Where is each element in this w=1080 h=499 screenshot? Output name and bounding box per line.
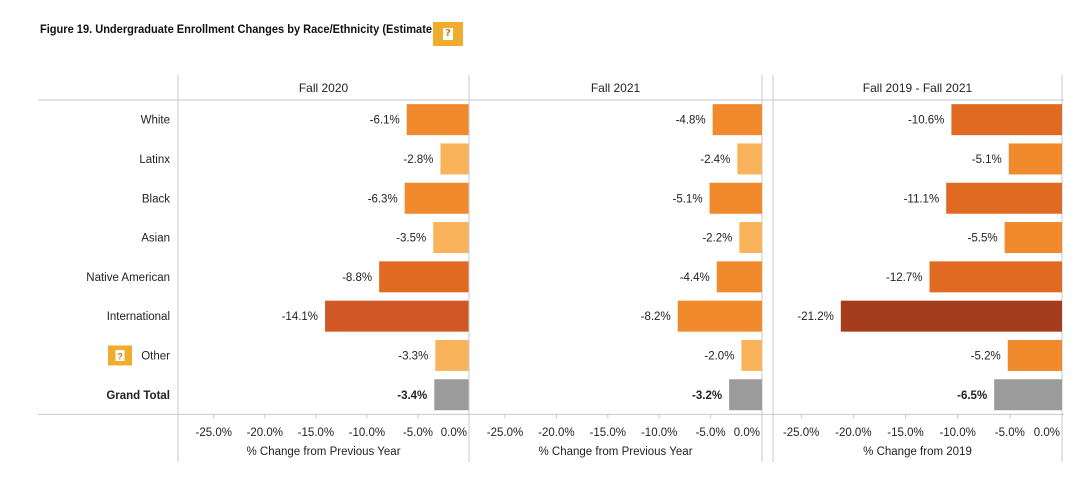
- data-label: -5.2%: [971, 350, 1001, 362]
- axis-title: % Change from 2019: [863, 446, 972, 458]
- tick-label: 0.0%: [734, 427, 760, 439]
- tick-label: -20.0%: [247, 427, 283, 439]
- data-label: -2.2%: [702, 233, 732, 245]
- data-label: -14.1%: [282, 311, 318, 323]
- bar: [406, 104, 469, 136]
- panel-header: Fall 2020: [299, 81, 349, 95]
- data-label: -5.1%: [673, 193, 703, 205]
- data-label: -8.2%: [641, 311, 671, 323]
- bar: [1007, 339, 1062, 371]
- bar: [434, 379, 469, 411]
- data-label: -6.3%: [368, 193, 398, 205]
- bar: [379, 261, 469, 293]
- category-label: International: [107, 311, 170, 323]
- tick-label: -15.0%: [887, 427, 923, 439]
- tick-label: -10.0%: [939, 427, 975, 439]
- tick-label: -10.0%: [641, 427, 677, 439]
- data-label: -3.3%: [398, 350, 428, 362]
- bar: [737, 143, 762, 175]
- tick-label: -5.0%: [403, 427, 433, 439]
- tick-label: 0.0%: [441, 427, 467, 439]
- bar: [729, 379, 762, 411]
- data-label: -3.2%: [692, 390, 722, 402]
- tick-label: 0.0%: [1034, 427, 1060, 439]
- bar: [1004, 222, 1062, 254]
- bar: [709, 182, 762, 214]
- data-label: -5.1%: [972, 154, 1002, 166]
- tick-label: -20.0%: [538, 427, 574, 439]
- bar: [951, 104, 1062, 136]
- bar: [929, 261, 1062, 293]
- bar: [325, 300, 469, 332]
- data-label: -8.8%: [342, 272, 372, 284]
- data-label: -3.5%: [396, 233, 426, 245]
- data-label: -3.4%: [397, 390, 427, 402]
- help-icon-bg: [115, 349, 125, 361]
- tick-label: -25.0%: [196, 427, 232, 439]
- tick-label: -25.0%: [487, 427, 523, 439]
- tick-label: -20.0%: [835, 427, 871, 439]
- category-label: Asian: [141, 233, 170, 245]
- category-label: Other: [141, 350, 170, 362]
- category-label: Black: [142, 193, 170, 205]
- bar: [404, 182, 469, 214]
- data-label: -2.4%: [700, 154, 730, 166]
- data-label: -21.2%: [797, 311, 833, 323]
- data-label: -10.6%: [908, 115, 944, 127]
- category-label: Native American: [86, 272, 170, 284]
- question-mark-icon: ?: [443, 28, 453, 40]
- axis-title: % Change from Previous Year: [538, 446, 692, 458]
- tick-label: -5.0%: [696, 427, 726, 439]
- data-label: -4.4%: [680, 272, 710, 284]
- data-label: -11.1%: [904, 193, 940, 205]
- panel-header: Fall 2019 - Fall 2021: [863, 81, 973, 95]
- data-label: -6.1%: [370, 115, 400, 127]
- tick-label: -10.0%: [349, 427, 385, 439]
- category-label: White: [141, 115, 170, 127]
- data-label: -5.5%: [968, 233, 998, 245]
- bar: [433, 222, 469, 254]
- data-label: -2.0%: [704, 350, 734, 362]
- bar: [741, 339, 762, 371]
- bar: [739, 222, 762, 254]
- bar: [440, 143, 469, 175]
- panel-header: Fall 2021: [591, 81, 641, 95]
- figure-title: Figure 19. Undergraduate Enrollment Chan…: [40, 22, 433, 36]
- bar: [994, 379, 1062, 411]
- bar: [435, 339, 469, 371]
- data-label: -4.8%: [676, 115, 706, 127]
- help-icon[interactable]: ?: [433, 22, 463, 46]
- bar: [716, 261, 762, 293]
- axis-title: % Change from Previous Year: [246, 446, 400, 458]
- category-label: Latinx: [139, 154, 170, 166]
- tick-label: -5.0%: [995, 427, 1025, 439]
- tick-label: -25.0%: [783, 427, 819, 439]
- bar: [840, 300, 1062, 332]
- bar: [677, 300, 762, 332]
- category-label: Grand Total: [106, 390, 170, 402]
- bar: [1008, 143, 1062, 175]
- data-label: -12.7%: [886, 272, 922, 284]
- data-label: -6.5%: [957, 390, 987, 402]
- tick-label: -15.0%: [590, 427, 626, 439]
- bar: [712, 104, 762, 136]
- data-label: -2.8%: [403, 154, 433, 166]
- tick-label: -15.0%: [298, 427, 334, 439]
- bar: [946, 182, 1062, 214]
- question-mark-icon: ?: [117, 351, 123, 361]
